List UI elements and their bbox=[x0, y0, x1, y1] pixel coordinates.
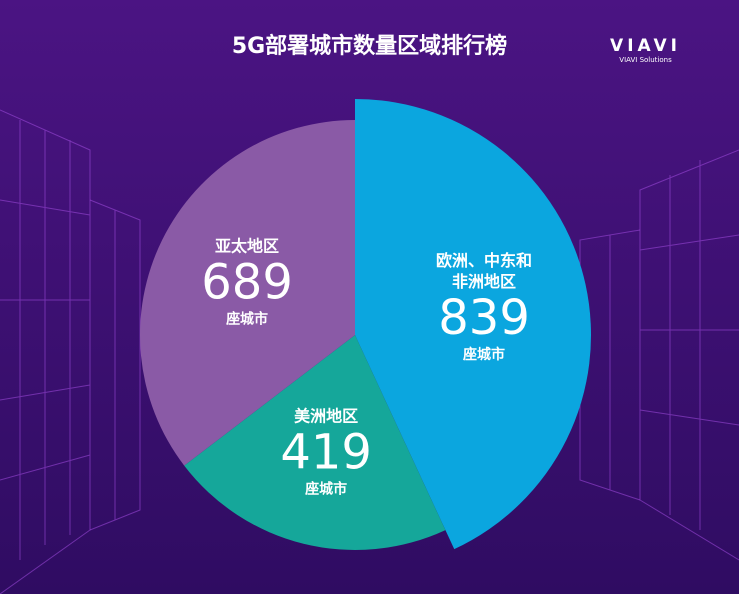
slice-label: 欧洲、中东和非洲地区 839 座城市 bbox=[431, 250, 537, 364]
pie-slice bbox=[140, 120, 355, 466]
value-label: 689 bbox=[201, 254, 293, 311]
category-label: 亚太地区 bbox=[215, 236, 280, 256]
category-label: 欧洲、中东和非洲地区 bbox=[436, 250, 533, 291]
logo-name: VIAVI bbox=[610, 36, 681, 56]
value-label: 419 bbox=[280, 424, 372, 481]
logo: VIAVI VIAVI Solutions bbox=[610, 36, 681, 64]
pie-slice bbox=[355, 99, 591, 550]
logo-tagline: VIAVI Solutions bbox=[619, 56, 672, 64]
value-label: 839 bbox=[438, 289, 530, 346]
slice-label: 亚太地区 689 座城市 bbox=[194, 235, 300, 328]
pie-slice bbox=[184, 335, 446, 550]
slice-label: 美洲地区 419 座城市 bbox=[273, 405, 379, 498]
chart-title: 5G部署城市数量区域排行榜 bbox=[231, 34, 508, 59]
category-label: 美洲地区 bbox=[294, 406, 359, 426]
unit-label: 座城市 bbox=[305, 481, 348, 498]
unit-label: 座城市 bbox=[226, 311, 269, 328]
unit-label: 座城市 bbox=[463, 346, 506, 363]
